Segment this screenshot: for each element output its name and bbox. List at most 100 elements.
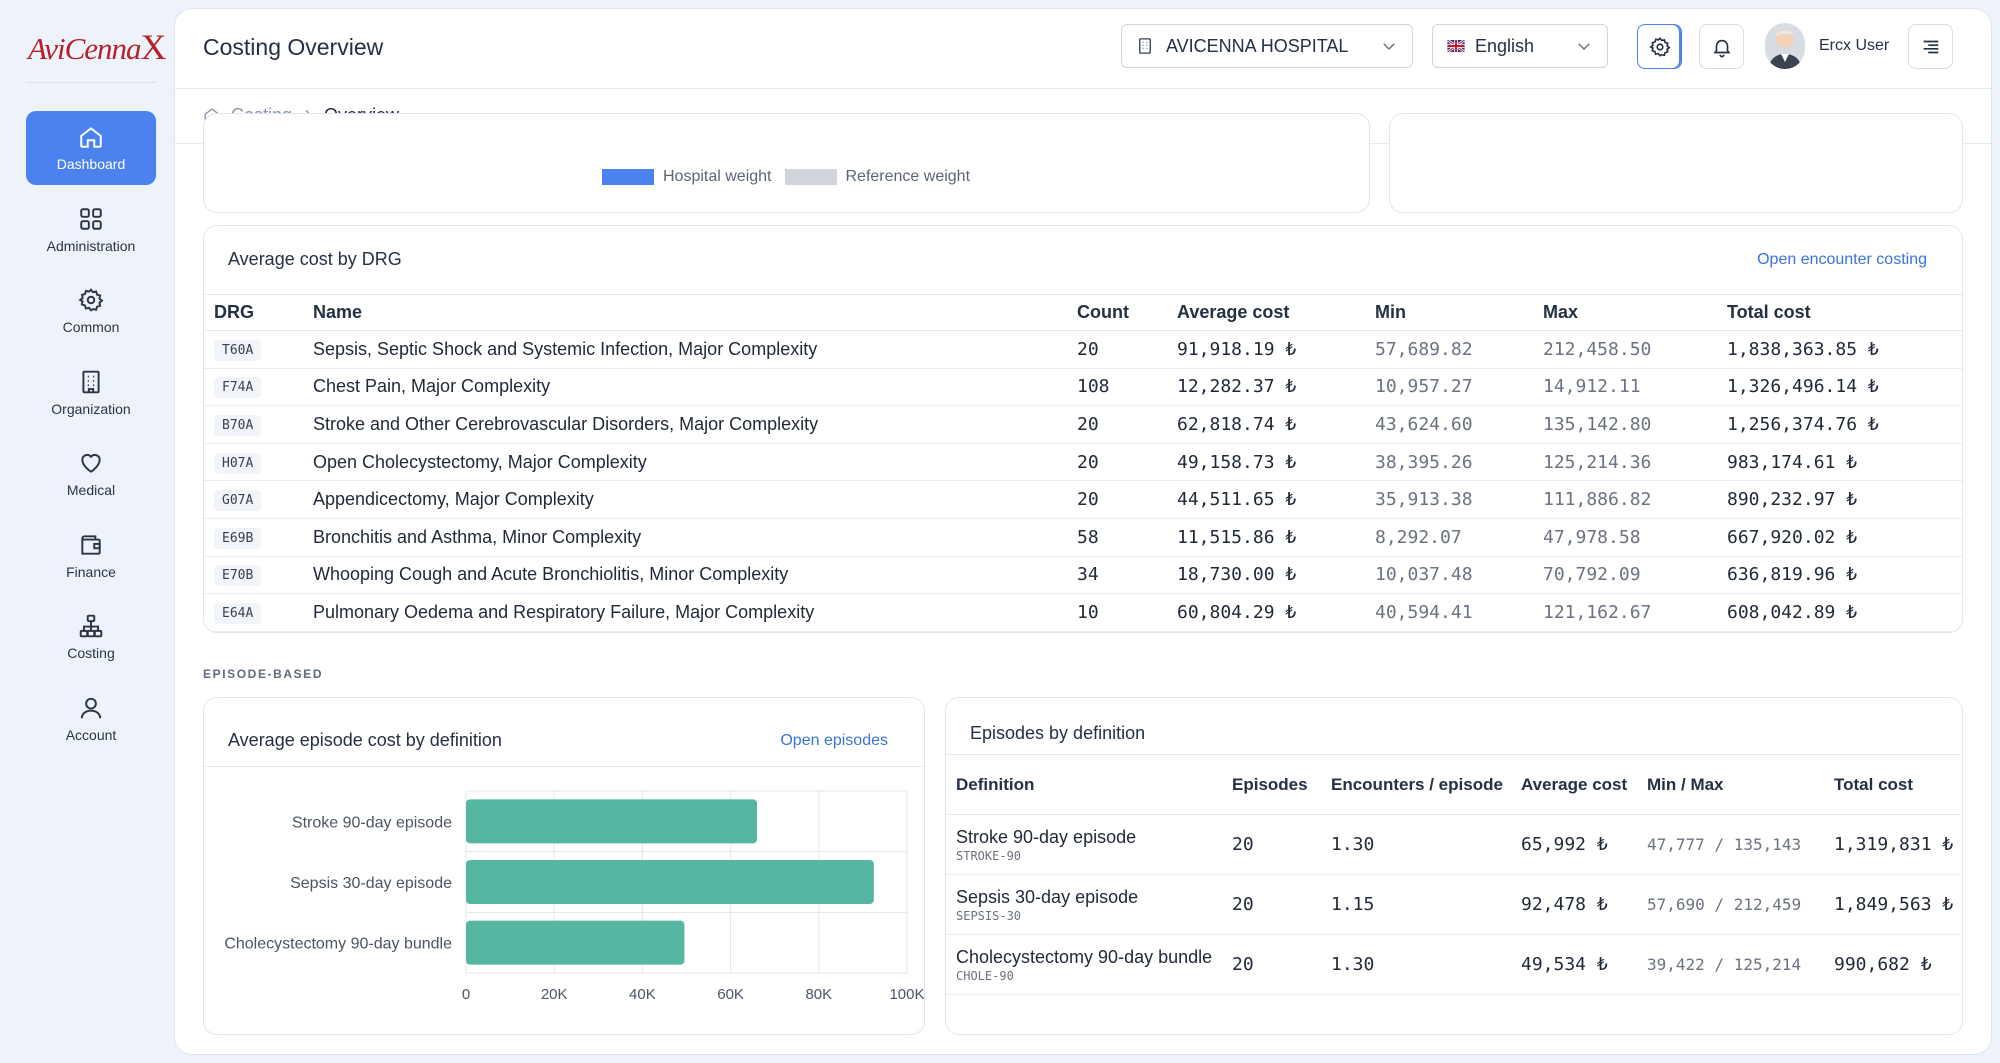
col-name[interactable]: Name (303, 294, 1067, 331)
table-row[interactable]: Cholecystectomy 90-day bundle CHOLE-90 20 1… (946, 934, 1960, 995)
drg-max: 47,978.58 (1533, 518, 1717, 557)
drg-count: 20 (1067, 480, 1167, 519)
logo-divider (26, 82, 156, 83)
drg-code-badge: E69B (214, 527, 262, 549)
episode-total-cost: 1,849,563 ₺ (1824, 874, 1960, 935)
drg-count: 34 (1067, 556, 1167, 595)
settings-button[interactable] (1637, 24, 1682, 69)
drg-table-body: T60A Sepsis, Septic Shock and Systemic In… (204, 330, 1962, 632)
home-icon (80, 127, 102, 148)
drg-code-badge: E70B (214, 565, 262, 587)
col-total-cost[interactable]: Total cost (1717, 294, 1962, 331)
drg-count: 58 (1067, 518, 1167, 557)
col-episodes[interactable]: Episodes (1222, 754, 1321, 815)
gear-icon (78, 288, 104, 312)
drg-code-badge: G07A (214, 490, 262, 512)
table-row[interactable]: Sepsis 30-day episode SEPSIS-30 20 1.15 92,4… (946, 874, 1960, 935)
sidebar-item-label: Costing (67, 645, 115, 661)
drg-max: 212,458.50 (1533, 330, 1717, 369)
table-row[interactable]: G07A Appendicectomy, Major Complexity 20 44… (204, 480, 1962, 519)
episode-name: Sepsis 30-day episode (956, 886, 1139, 907)
table-row[interactable]: H07A Open Cholecystectomy, Major Complexi… (204, 443, 1962, 482)
table-row[interactable]: E69B Bronchitis and Asthma, Minor Complex… (204, 518, 1962, 557)
sidebar-item-label: Account (65, 726, 117, 743)
card-title: Episodes by definition (970, 723, 1146, 743)
col-min-max[interactable]: Min / Max (1637, 754, 1824, 815)
sidebar-item-finance[interactable]: Finance (26, 519, 156, 593)
drg-min: 40,594.41 (1365, 593, 1533, 632)
sidebar-item-common[interactable]: Common (26, 274, 156, 348)
drg-total-cost: 636,819.96 ₺ (1717, 556, 1962, 595)
drg-name: Sepsis, Septic Shock and Systemic Infect… (303, 330, 1067, 369)
sidebar-item-dashboard[interactable]: Dashboard (26, 111, 156, 185)
col-min[interactable]: Min (1365, 294, 1533, 331)
drg-min: 8,292.07 (1365, 518, 1533, 557)
page-title: Costing Overview (203, 34, 384, 60)
table-row[interactable]: E64A Pulmonary Oedema and Respiratory Fai… (204, 593, 1962, 632)
col-average-cost[interactable]: Average cost (1167, 294, 1365, 331)
drg-average-cost: 12,282.37 ₺ (1167, 368, 1365, 407)
drg-min: 10,037.48 (1365, 556, 1533, 595)
table-header-row: Definition Episodes Encounters / episode… (946, 754, 1960, 815)
y-category-label: Sepsis 30-day episode (290, 875, 452, 892)
legend-swatch-hospital (602, 169, 654, 185)
language-select[interactable]: English (1432, 24, 1608, 68)
sidebar-item-account[interactable]: Account (26, 682, 156, 756)
drg-min: 35,913.38 (1365, 480, 1533, 519)
drg-average-cost: 60,804.29 ₺ (1167, 593, 1365, 632)
col-max[interactable]: Max (1533, 294, 1717, 331)
drg-cell: E64A (204, 593, 303, 632)
drg-cell: E69B (204, 518, 303, 557)
episode-total-cost: 990,682 ₺ (1824, 934, 1960, 995)
drg-cell: H07A (204, 443, 303, 482)
app-logo[interactable]: AviCennaX (28, 27, 167, 67)
table-row[interactable]: B70A Stroke and Other Cerebrovascular Dis… (204, 405, 1962, 444)
table-row[interactable]: F74A Chest Pain, Major Complexity 108 12,28… (204, 368, 1962, 407)
sidebar: AviCennaX Dashboard Administration Commo… (0, 0, 174, 1063)
col-definition[interactable]: Definition (946, 754, 1222, 815)
user-menu[interactable]: Ercx User (1765, 23, 1889, 69)
drg-code-badge: B70A (214, 414, 262, 436)
card-title: Average episode cost by definition (228, 730, 502, 750)
encounters-per-episode: 1.30 (1321, 814, 1511, 875)
episode-count: 20 (1222, 874, 1321, 935)
drg-average-cost: 18,730.00 ₺ (1167, 556, 1365, 595)
table-row[interactable]: Stroke 90-day episode STROKE-90 20 1.30 65,9… (946, 814, 1960, 875)
drg-max: 14,912.11 (1533, 368, 1717, 407)
table-row[interactable]: E70B Whooping Cough and Acute Bronchiolit… (204, 556, 1962, 595)
notifications-button[interactable] (1699, 24, 1744, 69)
col-total-cost[interactable]: Total cost (1824, 754, 1960, 815)
drg-code-badge: E64A (214, 602, 262, 624)
table-row[interactable]: T60A Sepsis, Septic Shock and Systemic In… (204, 330, 1962, 369)
drg-cost-card: Average cost by DRG Open encounter costi… (203, 225, 1963, 633)
col-encounters-per-episode[interactable]: Encounters / episode (1321, 754, 1511, 815)
encounters-per-episode: 1.30 (1321, 934, 1511, 995)
drg-name: Pulmonary Oedema and Respiratory Failure… (303, 593, 1067, 632)
sidebar-item-administration[interactable]: Administration (26, 193, 156, 267)
episodes-card: Episodes by definition Definition Episod… (945, 697, 1963, 1035)
sidebar-item-organization[interactable]: Organization (26, 356, 156, 430)
open-episodes-link[interactable]: Open episodes (780, 732, 888, 749)
col-average-cost[interactable]: Average cost (1511, 754, 1637, 815)
x-tick-label: 0 (462, 986, 470, 1003)
sidebar-item-label: Medical (66, 482, 116, 498)
hospital-select[interactable]: AVICENNA HOSPITAL (1121, 24, 1413, 68)
open-encounter-costing-link[interactable]: Open encounter costing (1757, 251, 1927, 268)
drg-average-cost: 62,818.74 ₺ (1167, 405, 1365, 444)
sidebar-item-label: Finance (66, 563, 116, 580)
sidebar-item-costing[interactable]: Costing (26, 600, 156, 674)
menu-lines-icon (1923, 40, 1938, 53)
menu-button[interactable] (1908, 24, 1953, 69)
episodes-table: Definition Episodes Encounters / episode… (946, 754, 1960, 995)
drg-max: 125,214.36 (1533, 443, 1717, 482)
episode-code: CHOLE-90 (956, 968, 1014, 983)
episode-min-max: 47,777 / 135,143 (1637, 814, 1824, 875)
chevron-down-icon (1383, 43, 1395, 51)
legend-swatch-reference (784, 169, 837, 185)
col-count[interactable]: Count (1067, 294, 1167, 331)
section-label: EPISODE-BASED (203, 667, 324, 681)
episode-name: Stroke 90-day episode (956, 826, 1137, 847)
drg-average-cost: 49,158.73 ₺ (1167, 443, 1365, 482)
sidebar-item-medical[interactable]: Medical (26, 437, 156, 511)
col-drg[interactable]: DRG (204, 294, 303, 331)
